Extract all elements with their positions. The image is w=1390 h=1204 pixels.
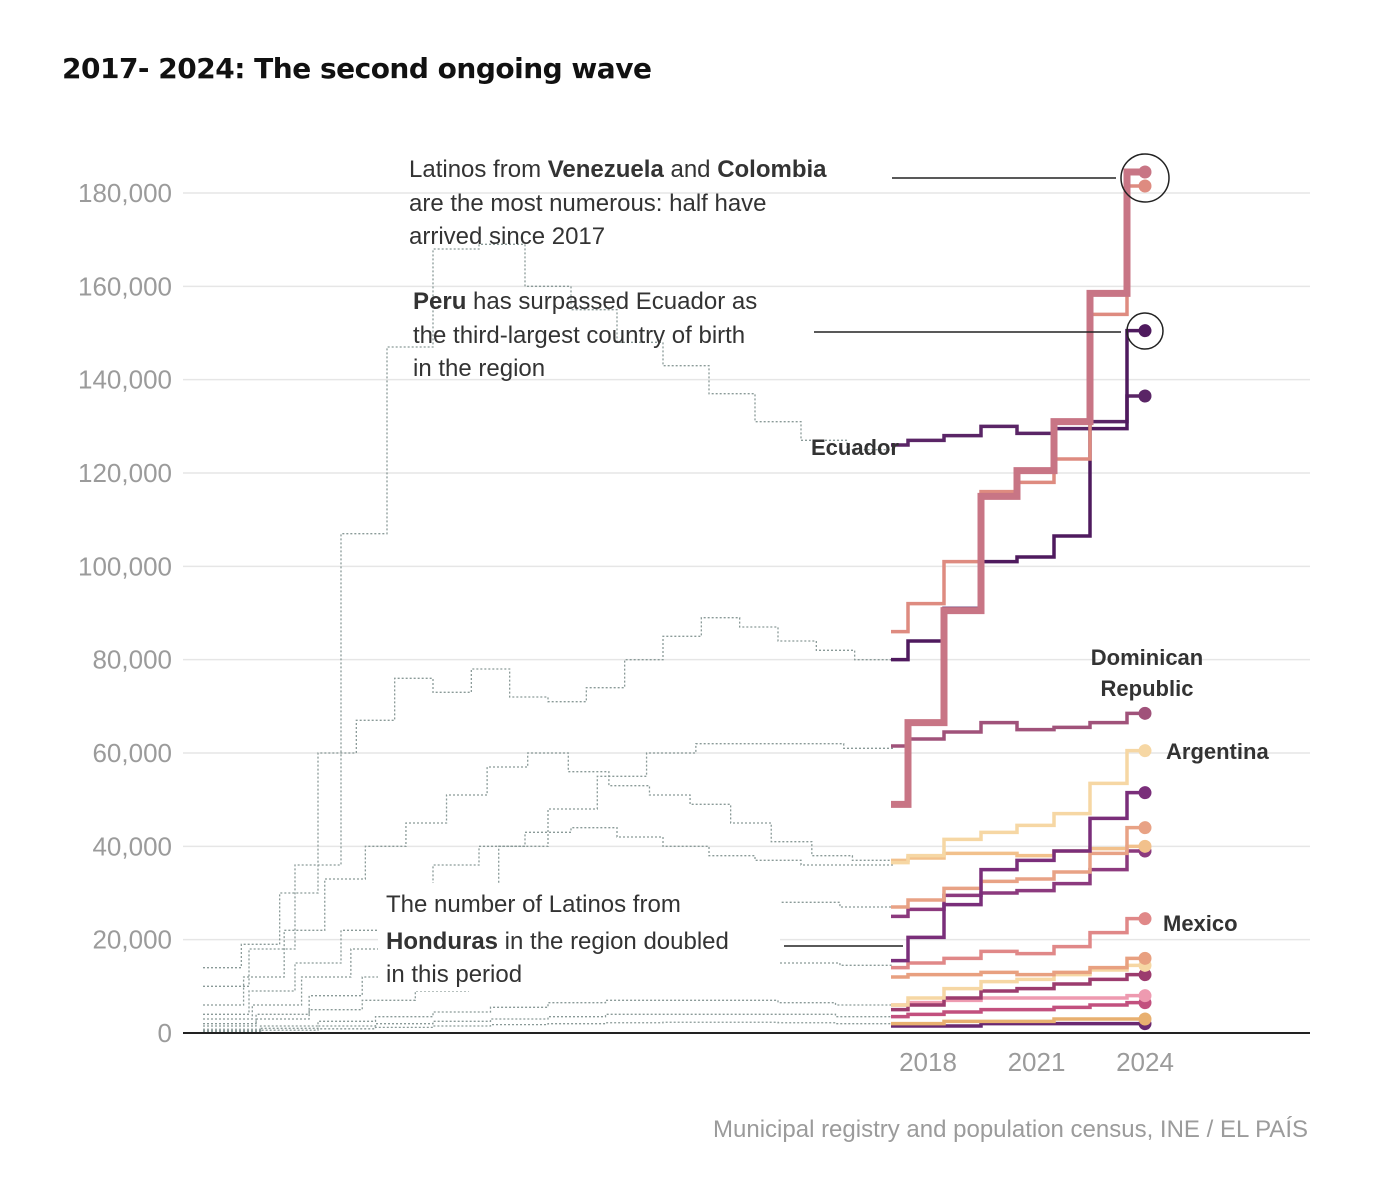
series-line [891, 711, 1145, 748]
y-tick-label: 80,000 [92, 645, 172, 675]
y-tick-label: 0 [158, 1018, 172, 1048]
series-line [891, 972, 1145, 1012]
x-tick-label: 2024 [1116, 1047, 1174, 1077]
label-ecuador: Ecuador [811, 435, 899, 460]
y-tick-label: 160,000 [78, 271, 172, 301]
y-tick-label: 20,000 [92, 925, 172, 955]
source-note: Municipal registry and population census… [713, 1116, 1308, 1143]
background-series-line [203, 752, 893, 1006]
series-line [891, 184, 1145, 634]
annotation-peru-circle [1126, 312, 1164, 350]
y-tick-label: 140,000 [78, 365, 172, 395]
y-tick-label: 60,000 [92, 738, 172, 768]
x-tick-label: 2018 [899, 1047, 957, 1077]
series-line [891, 1021, 1145, 1028]
series-line [891, 1017, 1145, 1026]
annotation-peru-line3: in the region [413, 355, 545, 382]
annotation-venezuela-colombia-line3: arrived since 2017 [409, 223, 605, 250]
series-end-dot [1138, 839, 1152, 853]
background-series-line [203, 743, 893, 1020]
background-series-line [203, 1021, 893, 1033]
series-line [891, 844, 1145, 863]
background-series-line [203, 1013, 893, 1032]
annotation-honduras-line2: Honduras in the region doubled [386, 928, 729, 955]
series-line [891, 825, 1145, 909]
y-axis-ticks: 0 20,000 40,000 60,000 80,000 100,000 120,000 1… [78, 178, 172, 1048]
y-tick-label: 180,000 [78, 178, 172, 208]
annotation-peru-line2: the third-largest country of birth [413, 322, 745, 349]
series-line [891, 328, 1145, 662]
series-line [891, 849, 1145, 919]
gridlines [183, 192, 1310, 941]
y-tick-label: 100,000 [78, 551, 172, 581]
series-end-dot [1138, 951, 1152, 965]
series-end-dot [1138, 744, 1152, 758]
label-mexico: Mexico [1163, 911, 1238, 936]
annotation-venezuela-circle [1120, 153, 1170, 203]
series-end-dot [1138, 1012, 1152, 1026]
end-point-markers [1138, 165, 1152, 1031]
background-series-line [203, 243, 893, 987]
chart-title: 2017- 2024: The second ongoing wave [62, 52, 652, 85]
y-tick-label: 40,000 [92, 831, 172, 861]
label-argentina: Argentina [1166, 739, 1269, 764]
series-line [891, 748, 1145, 865]
series-end-dot [1138, 786, 1152, 800]
x-axis-ticks: 2018 2021 2024 [899, 1047, 1174, 1077]
label-dominican-2: Republic [1101, 676, 1194, 701]
series-line [891, 1000, 1145, 1019]
series-end-dot [1138, 165, 1152, 179]
x-tick-label: 2021 [1008, 1047, 1066, 1077]
annotation-venezuela-colombia-line1: Latinos from Venezuela and Colombia [409, 156, 827, 183]
series-line [891, 394, 1145, 447]
series-end-dot [1138, 968, 1152, 982]
background-series-line [203, 999, 893, 1030]
series-end-dot [1138, 912, 1152, 926]
annotation-peru-line1: Peru has surpassed Ecuador as [413, 288, 757, 315]
series-end-dot [1138, 989, 1152, 1003]
highlighted-series [891, 168, 1145, 1028]
label-dominican-1: Dominican [1091, 645, 1203, 670]
series-end-dot [1138, 324, 1152, 338]
series-end-dot [1138, 706, 1152, 720]
y-tick-label: 120,000 [78, 458, 172, 488]
series-line [891, 790, 1145, 963]
series-end-dot [1138, 821, 1152, 835]
series-line [891, 963, 1145, 1007]
series-line [891, 916, 1145, 970]
series-end-dot [1138, 179, 1152, 193]
series-line [891, 168, 1145, 808]
annotation-honduras-line3: in this period [386, 961, 522, 988]
annotation-venezuela-colombia-line2: are the most numerous: half have [409, 190, 767, 217]
annotation-honduras-line1: The number of Latinos from [386, 891, 681, 918]
series-line [891, 956, 1145, 979]
series-end-dot [1138, 389, 1152, 403]
annotation-honduras-backdrop [378, 883, 780, 991]
background-series-line [203, 827, 893, 1015]
